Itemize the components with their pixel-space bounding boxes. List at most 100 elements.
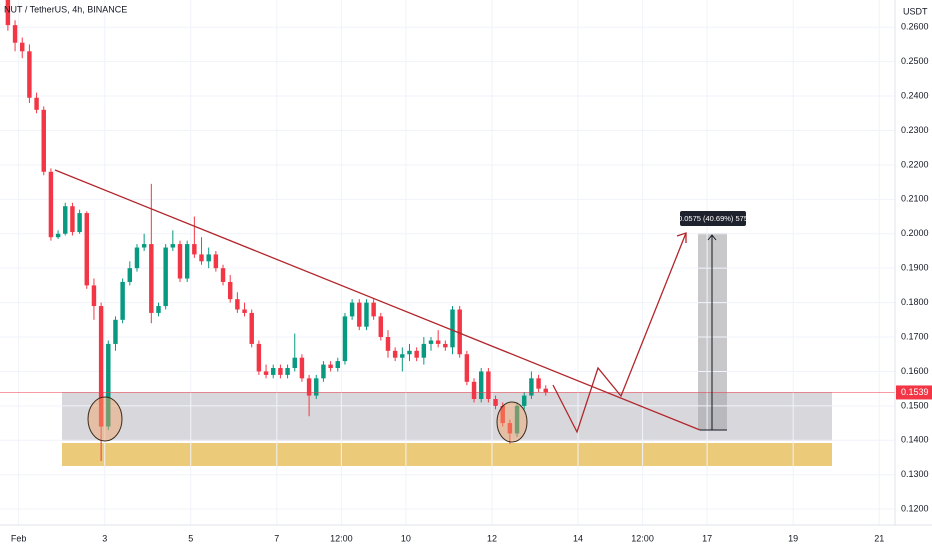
- y-tick-label: 0.2200: [901, 159, 929, 169]
- candle-body: [464, 354, 470, 382]
- candle-body: [199, 254, 204, 262]
- candle-body: [407, 350, 412, 355]
- candle-body: [357, 302, 362, 327]
- candle-body: [5, 0, 11, 26]
- candle-body: [163, 247, 168, 307]
- y-tick-label: 0.2300: [901, 125, 929, 135]
- y-tick-label: 0.1700: [901, 331, 929, 341]
- projection-path: [552, 232, 687, 434]
- candle-body: [493, 399, 498, 406]
- x-tick-label: 12:00: [330, 533, 353, 543]
- candle-body: [41, 109, 46, 172]
- y-tick-label: 0.2000: [901, 228, 929, 238]
- candle-body: [278, 368, 283, 375]
- candle-body: [149, 244, 154, 313]
- candle-body: [127, 268, 133, 282]
- candle-body: [529, 378, 534, 396]
- candle-body: [306, 378, 312, 396]
- annotations-front: 0.0575 (40.69%) 575: [54, 169, 748, 443]
- candles: [0, 0, 895, 461]
- candle-body: [192, 244, 197, 255]
- candle-body: [256, 343, 262, 372]
- measure-label: 0.0575 (40.69%) 575: [678, 214, 748, 223]
- last-price-label: 0.1539: [901, 387, 929, 397]
- candle-body: [235, 299, 240, 310]
- y-axis-label: USDT: [903, 6, 928, 16]
- candle-body: [514, 405, 520, 434]
- candle-body: [134, 247, 140, 269]
- x-tick-label: 10: [401, 533, 411, 543]
- x-tick-label: 3: [102, 533, 107, 543]
- candle-body: [443, 343, 448, 348]
- candle-body: [184, 244, 190, 279]
- candle-body: [177, 244, 183, 279]
- candle-body: [421, 343, 427, 358]
- candle-body: [522, 395, 527, 406]
- highlight-circle: [87, 396, 123, 442]
- candle-body: [478, 371, 484, 399]
- candle-body: [285, 368, 290, 375]
- candle-body: [435, 340, 441, 344]
- x-tick-label: 5: [188, 533, 193, 543]
- candle-body: [292, 357, 297, 369]
- candle-body: [342, 316, 348, 362]
- candle-body: [227, 281, 233, 300]
- candle-body: [48, 171, 54, 238]
- x-tick-label: 12: [487, 533, 497, 543]
- candle-body: [349, 302, 355, 317]
- candle-body: [27, 51, 32, 98]
- candle-body: [70, 206, 75, 233]
- candle-body: [120, 281, 125, 320]
- candle-body: [34, 97, 39, 110]
- candle-body: [156, 306, 161, 313]
- candle-body: [486, 371, 491, 399]
- y-tick-label: 0.2400: [901, 90, 929, 100]
- demand-zone: [62, 443, 832, 466]
- candle-body: [378, 316, 384, 338]
- candle-body: [364, 302, 369, 327]
- candle-body: [113, 319, 118, 344]
- y-tick-label: 0.1400: [901, 435, 929, 445]
- x-tick-label: 12:00: [631, 533, 654, 543]
- candle-body: [400, 354, 405, 358]
- candle-body: [263, 371, 269, 375]
- y-tick-label: 0.1800: [901, 297, 929, 307]
- candle-body: [63, 206, 68, 234]
- candle-body: [271, 368, 276, 375]
- candle-body: [543, 388, 548, 393]
- candle-body: [206, 254, 211, 262]
- candle-body: [299, 357, 305, 379]
- candle-body: [471, 381, 477, 399]
- y-tick-label: 0.2600: [901, 22, 929, 32]
- x-tick-label: 19: [788, 533, 798, 543]
- y-tick-label: 0.1500: [901, 400, 929, 410]
- candle-body: [428, 340, 434, 344]
- candle-body: [213, 254, 219, 269]
- y-tick-label: 0.2500: [901, 56, 929, 66]
- x-tick-label: Feb: [11, 533, 27, 543]
- y-tick-label: 0.1200: [901, 504, 929, 514]
- candle-body: [249, 312, 254, 344]
- candle-body: [392, 350, 398, 358]
- candle-body: [385, 337, 391, 351]
- measure-arrow: [707, 234, 717, 241]
- candle-body: [141, 244, 147, 248]
- candle-body: [321, 364, 326, 379]
- chart-title: NUT / TetherUS, 4h, BINANCE: [4, 4, 127, 14]
- x-tick-label: 7: [274, 533, 279, 543]
- candle-body: [84, 213, 89, 286]
- projection-arrow: [676, 232, 687, 243]
- candle-body: [91, 285, 97, 307]
- candle-body: [335, 361, 340, 369]
- x-tick-label: 14: [573, 533, 583, 543]
- y-tick-label: 0.1300: [901, 469, 929, 479]
- y-tick-label: 0.1900: [901, 263, 929, 273]
- candle-body: [500, 405, 505, 424]
- candle-body: [242, 309, 247, 313]
- candle-body: [77, 213, 82, 233]
- candle-body: [98, 306, 104, 427]
- candle-body: [220, 268, 226, 282]
- candle-body: [414, 350, 419, 358]
